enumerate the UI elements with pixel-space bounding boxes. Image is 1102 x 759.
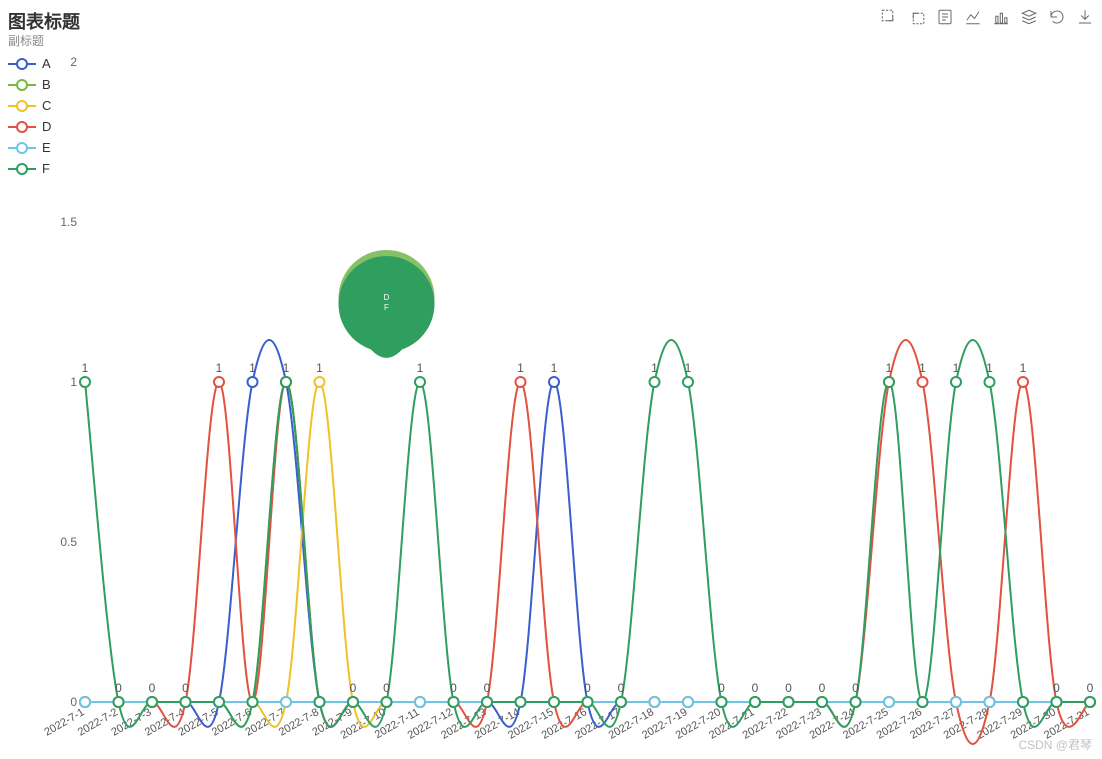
plot-area: 00.511.522022-7-12022-7-22022-7-32022-7-… xyxy=(0,0,1102,759)
series-marker-f[interactable] xyxy=(817,697,827,707)
value-label: 0 xyxy=(718,681,725,695)
tooltip-text: D xyxy=(384,293,390,302)
value-label: 0 xyxy=(785,681,792,695)
value-label: 1 xyxy=(82,361,89,375)
y-tick-label: 1.5 xyxy=(60,215,77,229)
series-marker-f[interactable] xyxy=(616,697,626,707)
y-tick-label: 2 xyxy=(70,55,77,69)
series-marker-f[interactable] xyxy=(516,697,526,707)
series-marker-f[interactable] xyxy=(114,697,124,707)
series-marker-f[interactable] xyxy=(415,377,425,387)
value-label: 1 xyxy=(551,361,558,375)
series-marker-f[interactable] xyxy=(348,697,358,707)
value-label: 1 xyxy=(1020,361,1027,375)
series-marker-e[interactable] xyxy=(951,697,961,707)
series-marker-e[interactable] xyxy=(415,697,425,707)
series-marker-f[interactable] xyxy=(650,377,660,387)
series-marker-f[interactable] xyxy=(583,697,593,707)
series-marker-a[interactable] xyxy=(549,377,559,387)
value-label: 0 xyxy=(182,681,189,695)
value-label: 0 xyxy=(584,681,591,695)
series-marker-d[interactable] xyxy=(516,377,526,387)
y-tick-label: 0 xyxy=(70,695,77,709)
series-marker-e[interactable] xyxy=(281,697,291,707)
series-marker-e[interactable] xyxy=(650,697,660,707)
value-label: 1 xyxy=(685,361,692,375)
series-marker-e[interactable] xyxy=(985,697,995,707)
value-label: 0 xyxy=(1053,681,1060,695)
series-marker-f[interactable] xyxy=(482,697,492,707)
series-marker-f[interactable] xyxy=(985,377,995,387)
series-marker-f[interactable] xyxy=(1018,697,1028,707)
series-marker-f[interactable] xyxy=(449,697,459,707)
value-label: 1 xyxy=(283,361,290,375)
watermark: CSDN @君琴 xyxy=(1018,736,1092,753)
chart-container: 图表标题 副标题 ABCDEF 00.511.522022-7-12022-7-… xyxy=(0,0,1102,759)
series-marker-d[interactable] xyxy=(214,377,224,387)
series-marker-f[interactable] xyxy=(717,697,727,707)
value-label: 1 xyxy=(216,361,223,375)
series-marker-f[interactable] xyxy=(315,697,325,707)
series-marker-e[interactable] xyxy=(683,697,693,707)
series-marker-f[interactable] xyxy=(1085,697,1095,707)
series-marker-f[interactable] xyxy=(382,697,392,707)
value-label: 1 xyxy=(986,361,993,375)
series-marker-f[interactable] xyxy=(884,377,894,387)
value-label: 0 xyxy=(450,681,457,695)
series-marker-f[interactable] xyxy=(784,697,794,707)
value-label: 1 xyxy=(886,361,893,375)
value-label: 1 xyxy=(316,361,323,375)
series-marker-c[interactable] xyxy=(315,377,325,387)
series-marker-d[interactable] xyxy=(1018,377,1028,387)
series-marker-f[interactable] xyxy=(80,377,90,387)
value-label: 1 xyxy=(417,361,424,375)
series-marker-f[interactable] xyxy=(918,697,928,707)
value-label: 0 xyxy=(618,681,625,695)
y-tick-label: 1 xyxy=(70,375,77,389)
value-label: 0 xyxy=(115,681,122,695)
series-marker-f[interactable] xyxy=(214,697,224,707)
series-marker-f[interactable] xyxy=(1052,697,1062,707)
value-label: 1 xyxy=(517,361,524,375)
tooltip-pin-tail xyxy=(360,334,413,358)
value-label: 0 xyxy=(852,681,859,695)
value-label: 0 xyxy=(484,681,491,695)
series-marker-f[interactable] xyxy=(248,697,258,707)
series-marker-f[interactable] xyxy=(549,697,559,707)
series-marker-f[interactable] xyxy=(281,377,291,387)
value-label: 0 xyxy=(149,681,156,695)
series-marker-f[interactable] xyxy=(147,697,157,707)
value-label: 1 xyxy=(249,361,256,375)
series-marker-f[interactable] xyxy=(750,697,760,707)
value-label: 1 xyxy=(651,361,658,375)
value-label: 1 xyxy=(953,361,960,375)
series-marker-d[interactable] xyxy=(918,377,928,387)
value-label: 0 xyxy=(1087,681,1094,695)
series-marker-f[interactable] xyxy=(683,377,693,387)
series-marker-e[interactable] xyxy=(884,697,894,707)
value-label: 0 xyxy=(383,681,390,695)
series-marker-a[interactable] xyxy=(248,377,258,387)
value-label: 0 xyxy=(350,681,357,695)
value-label: 0 xyxy=(819,681,826,695)
series-marker-f[interactable] xyxy=(181,697,191,707)
value-label: 0 xyxy=(752,681,759,695)
series-marker-f[interactable] xyxy=(951,377,961,387)
series-marker-f[interactable] xyxy=(851,697,861,707)
series-marker-e[interactable] xyxy=(80,697,90,707)
value-label: 1 xyxy=(919,361,926,375)
y-tick-label: 0.5 xyxy=(60,535,77,549)
tooltip-text: F xyxy=(384,303,389,312)
